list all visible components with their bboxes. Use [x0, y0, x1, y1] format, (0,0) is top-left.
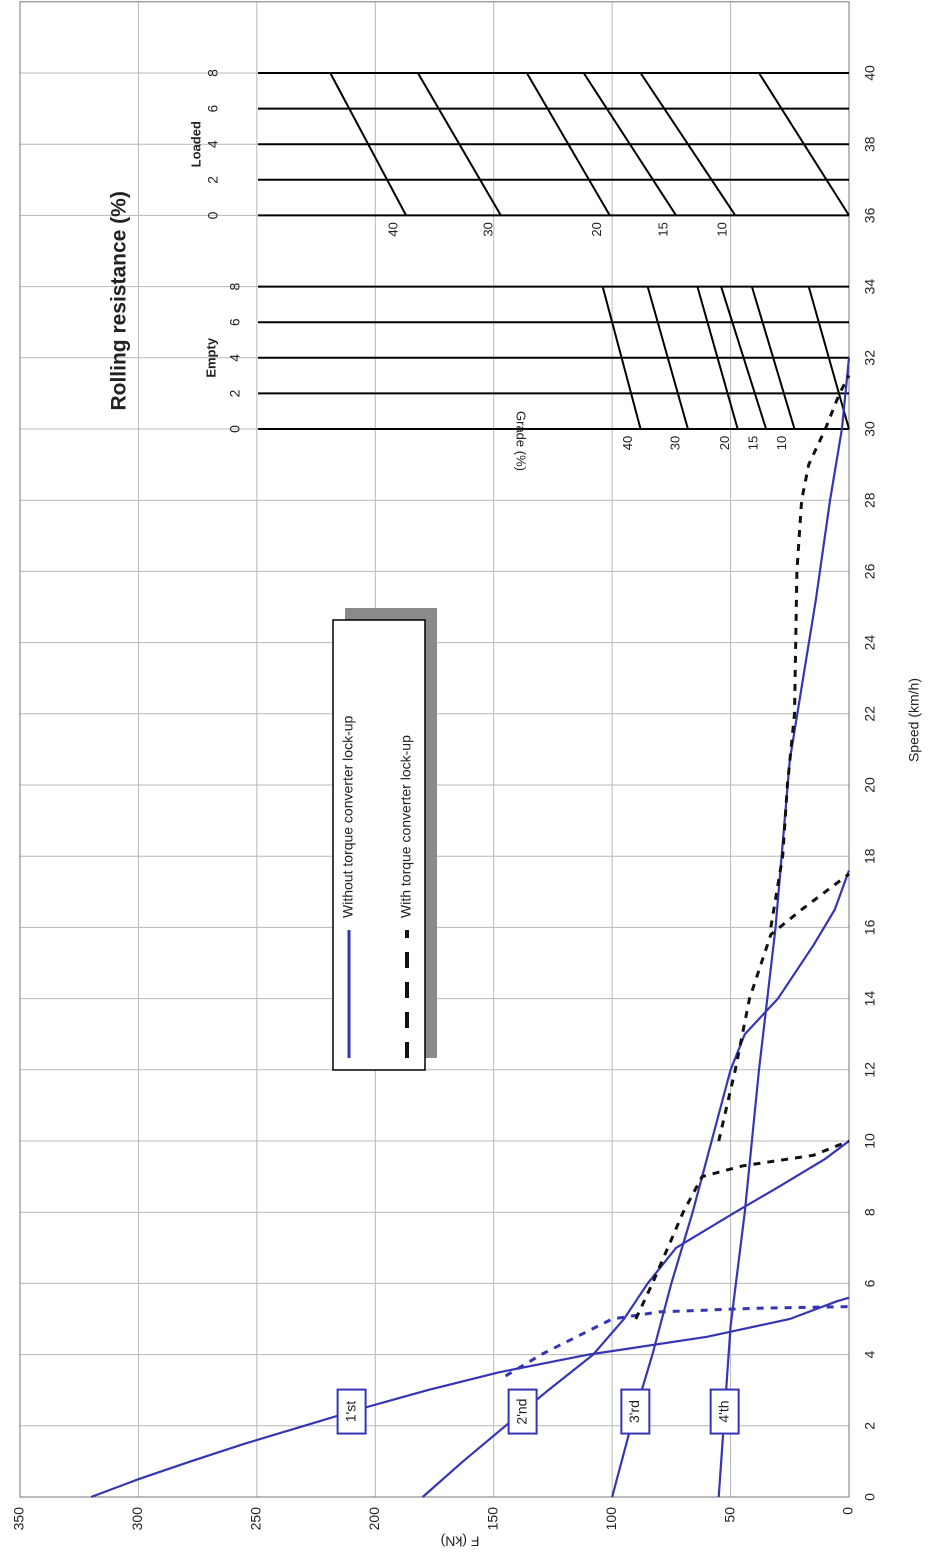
series-line [90, 1296, 850, 1499]
scale-tick-label: 6 [227, 318, 243, 326]
block-label: Empty [203, 337, 218, 378]
gear-label-box [507, 1388, 538, 1435]
series-line [634, 1139, 850, 1320]
x-tick-label: 34 [862, 279, 878, 295]
scale-tick-label: 8 [227, 282, 243, 290]
y-tick-label: 0 [840, 1507, 856, 1515]
x-tick-label: 36 [862, 207, 878, 223]
grade-line [720, 286, 768, 430]
grade-line [750, 286, 796, 430]
grade-line [582, 72, 677, 216]
scale-tick-label: 0 [205, 211, 221, 219]
series-line [717, 872, 850, 1142]
grade-line [526, 72, 611, 216]
gear-label-box [336, 1388, 367, 1435]
grade-label: 30 [480, 222, 495, 236]
grade-line [601, 286, 642, 430]
x-tick-label: 20 [862, 777, 878, 793]
x-tick-label: 28 [862, 492, 878, 508]
grade-line [758, 72, 850, 216]
grade-line [329, 72, 407, 216]
series-line [769, 374, 851, 928]
gear-label: 4'th [715, 1400, 731, 1422]
legend-label: With torque converter lock-up [398, 735, 414, 918]
y-tick-label: 350 [11, 1507, 27, 1531]
scale-tick-label: 8 [205, 69, 221, 77]
grade-label: 10 [715, 222, 730, 236]
legend-box [332, 619, 426, 1071]
x-tick-label: 12 [862, 1062, 878, 1078]
y-tick-label: 50 [721, 1507, 737, 1523]
x-tick-label: 14 [862, 991, 878, 1007]
x-tick-label: 26 [862, 563, 878, 579]
scale-tick-label: 4 [227, 354, 243, 362]
y-axis-title: F (kN) [441, 1533, 480, 1549]
grade-label: 30 [667, 436, 682, 450]
x-tick-label: 4 [862, 1350, 878, 1358]
x-tick-label: 30 [862, 421, 878, 437]
x-tick-label: 24 [862, 635, 878, 651]
series-line [611, 870, 851, 1498]
block-label: Loaded [188, 121, 203, 167]
x-tick-label: 16 [862, 919, 878, 935]
y-tick-label: 300 [129, 1507, 145, 1531]
grade-label: 20 [717, 436, 732, 450]
x-tick-label: 38 [862, 136, 878, 152]
scale-tick-label: 0 [227, 425, 243, 433]
grade-label: 20 [589, 222, 604, 236]
y-tick-label: 150 [484, 1507, 500, 1531]
gear-label: 2'nd [513, 1399, 529, 1425]
scale-tick-label: 6 [205, 104, 221, 112]
gear-label: 3'rd [626, 1400, 642, 1423]
y-tick-label: 100 [603, 1507, 619, 1531]
grade-line [417, 72, 502, 216]
x-tick-label: 0 [862, 1493, 878, 1501]
plot-frame [19, 1, 850, 1498]
x-tick-label: 22 [862, 706, 878, 722]
gear-label-box [620, 1388, 651, 1435]
x-tick-label: 2 [862, 1422, 878, 1430]
legend-label: Without torque converter lock-up [340, 715, 356, 918]
grade-axis-label: Grade (%) [514, 411, 529, 471]
grade-line [646, 286, 689, 430]
y-tick-label: 250 [248, 1507, 264, 1531]
grade-line [639, 72, 737, 216]
scale-tick-label: 2 [205, 176, 221, 184]
grade-label: 40 [386, 222, 401, 236]
grade-line [696, 286, 739, 430]
y-tick-label: 200 [366, 1507, 382, 1531]
grade-label: 40 [620, 436, 635, 450]
grade-label: 15 [746, 436, 761, 450]
grade-label: 15 [656, 222, 671, 236]
grade-label: 10 [774, 436, 789, 450]
x-tick-label: 18 [862, 848, 878, 864]
series-line [421, 1140, 850, 1498]
scale-tick-label: 2 [227, 389, 243, 397]
gear-label-box [709, 1388, 740, 1435]
x-axis-title: Speed (km/h) [906, 678, 922, 762]
nomogram-title: Rolling resistance (%) [108, 191, 131, 410]
x-tick-label: 10 [862, 1133, 878, 1149]
grade-line [807, 286, 850, 430]
x-tick-label: 8 [862, 1208, 878, 1216]
x-tick-label: 6 [862, 1279, 878, 1287]
x-tick-label: 32 [862, 350, 878, 366]
x-tick-label: 40 [862, 65, 878, 81]
gear-label: 1'st [342, 1401, 358, 1422]
scale-tick-label: 4 [205, 140, 221, 148]
